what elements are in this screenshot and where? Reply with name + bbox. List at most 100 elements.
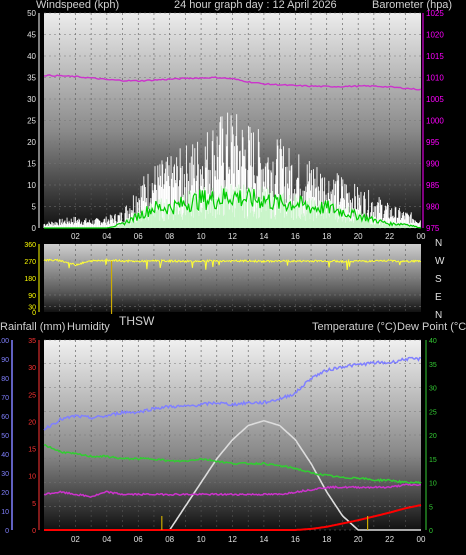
rainfall-tick-label: 35 [28, 338, 36, 345]
wind-x-tick-label: 08 [165, 232, 174, 241]
wind-x-tick-label: 06 [134, 232, 143, 241]
temperature-tick-label: 35 [429, 362, 437, 369]
wind-x-tick-label: 00 [417, 232, 426, 241]
temperature-tick-label: 40 [429, 338, 437, 345]
rainfall-tick-label: 0 [32, 528, 36, 535]
barometer-tick-label: 985 [426, 181, 440, 190]
humidity-axis-title: Humidity [67, 321, 110, 333]
humidity-tick-label: 50 [1, 433, 9, 440]
wind-mean-line [44, 187, 422, 229]
barometer-tick-label: 975 [426, 224, 440, 233]
humidity-tick-label: 90 [1, 357, 9, 364]
thsw-label: THSW [119, 314, 155, 328]
temp-x-tick-label: 18 [322, 535, 331, 544]
wind-x-tick-label: 14 [259, 232, 268, 241]
wind-tick-label: 20 [27, 138, 36, 147]
temperature-tick-label: 25 [429, 409, 437, 416]
barometer-line [43, 74, 422, 91]
humidity-line [43, 356, 422, 431]
barometer-tick-label: 1020 [426, 31, 444, 40]
wind-tick-label: 10 [27, 181, 36, 190]
wind-x-tick-label: 22 [385, 232, 394, 241]
rainfall-tick-label: 30 [28, 365, 36, 372]
rainfall-tick-label: 20 [28, 419, 36, 426]
wind-tick-label: 50 [27, 9, 36, 18]
humidity-tick-label: 40 [1, 452, 9, 459]
compass-label: W [435, 256, 445, 267]
temp-x-tick-label: 22 [385, 535, 394, 544]
direction-tick-label: 30 [28, 304, 36, 311]
humidity-tick-label: 20 [1, 490, 9, 497]
wind-tick-label: 5 [32, 203, 37, 212]
wind-plot [43, 74, 422, 229]
rainfall-tick-label: 10 [28, 474, 36, 481]
wind-x-tick-label: 20 [354, 232, 363, 241]
wind-tick-label: 35 [27, 74, 36, 83]
direction-tick-label: 90 [28, 293, 36, 300]
temp-x-tick-label: 02 [71, 535, 80, 544]
temp-x-tick-label: 06 [134, 535, 143, 544]
barometer-tick-label: 995 [426, 138, 440, 147]
temp-x-tick-label: 20 [354, 535, 363, 544]
barometer-axis-title: Barometer (hpa) [372, 0, 453, 11]
wind-x-tick-label: 04 [102, 232, 111, 241]
temperature-tick-label: 0 [429, 528, 433, 535]
direction-plot [43, 257, 422, 314]
wind-tick-label: 25 [27, 117, 36, 126]
humidity-tick-label: 100 [0, 338, 9, 345]
temp-x-tick-label: 12 [228, 535, 237, 544]
direction-tick-label: 0 [32, 310, 36, 317]
rainfall-axis-title: Rainfall (mm) [0, 321, 66, 333]
dewpoint-axis-title: Dew Point (°C) [397, 321, 466, 333]
temp-x-tick-label: 08 [165, 535, 174, 544]
wind-x-tick-label: 16 [291, 232, 300, 241]
wind-x-tick-label: 18 [322, 232, 331, 241]
temperature-tick-label: 10 [429, 481, 437, 488]
barometer-tick-label: 1010 [426, 74, 444, 83]
temperature-tick-label: 30 [429, 386, 437, 393]
temperature-line [43, 443, 422, 485]
rainfall-tick-label: 5 [32, 501, 36, 508]
rainfall-line [44, 504, 422, 531]
barometer-tick-label: 1005 [426, 95, 444, 104]
temperature-tick-label: 5 [429, 504, 433, 511]
barometer-tick-label: 1015 [426, 52, 444, 61]
temp-x-tick-label: 14 [259, 535, 268, 544]
rainfall-tick-label: 15 [28, 447, 36, 454]
temp-grid [44, 339, 421, 531]
barometer-tick-label: 980 [426, 203, 440, 212]
dewpoint-line [43, 483, 422, 499]
wind-tick-label: 15 [27, 160, 36, 169]
humidity-tick-label: 60 [1, 414, 9, 421]
temp-x-tick-label: 00 [417, 535, 426, 544]
humidity-tick-label: 10 [1, 509, 9, 516]
wind-axis-title: Windspeed (kph) [36, 0, 120, 11]
axes: 0510152025303540455097598098599099510001… [0, 9, 445, 544]
humidity-tick-label: 0 [5, 528, 9, 535]
humidity-tick-label: 30 [1, 471, 9, 478]
rainfall-tick-label: 25 [28, 392, 36, 399]
barometer-tick-label: 1025 [426, 9, 444, 18]
compass-label: N [435, 238, 442, 249]
temperature-axis-title: Temperature (°C) [312, 321, 397, 333]
temp-x-tick-label: 16 [291, 535, 300, 544]
wind-tick-label: 0 [32, 224, 37, 233]
direction-tick-label: 360 [24, 242, 36, 249]
wind-tick-label: 45 [27, 31, 36, 40]
wind-tick-label: 40 [27, 52, 36, 61]
barometer-tick-label: 1000 [426, 117, 444, 126]
temp-x-tick-label: 04 [102, 535, 111, 544]
wind-x-tick-label: 12 [228, 232, 237, 241]
humidity-tick-label: 80 [1, 376, 9, 383]
wind-direction-line [43, 257, 422, 270]
compass-label: N [435, 310, 442, 321]
wind-tick-label: 30 [27, 95, 36, 104]
wind-grid [44, 12, 421, 229]
wind-x-tick-label: 02 [71, 232, 80, 241]
direction-grid [44, 244, 421, 312]
temp-x-tick-label: 10 [197, 535, 206, 544]
temperature-tick-label: 15 [429, 457, 437, 464]
compass-label: E [435, 292, 442, 303]
humidity-tick-label: 70 [1, 395, 9, 402]
